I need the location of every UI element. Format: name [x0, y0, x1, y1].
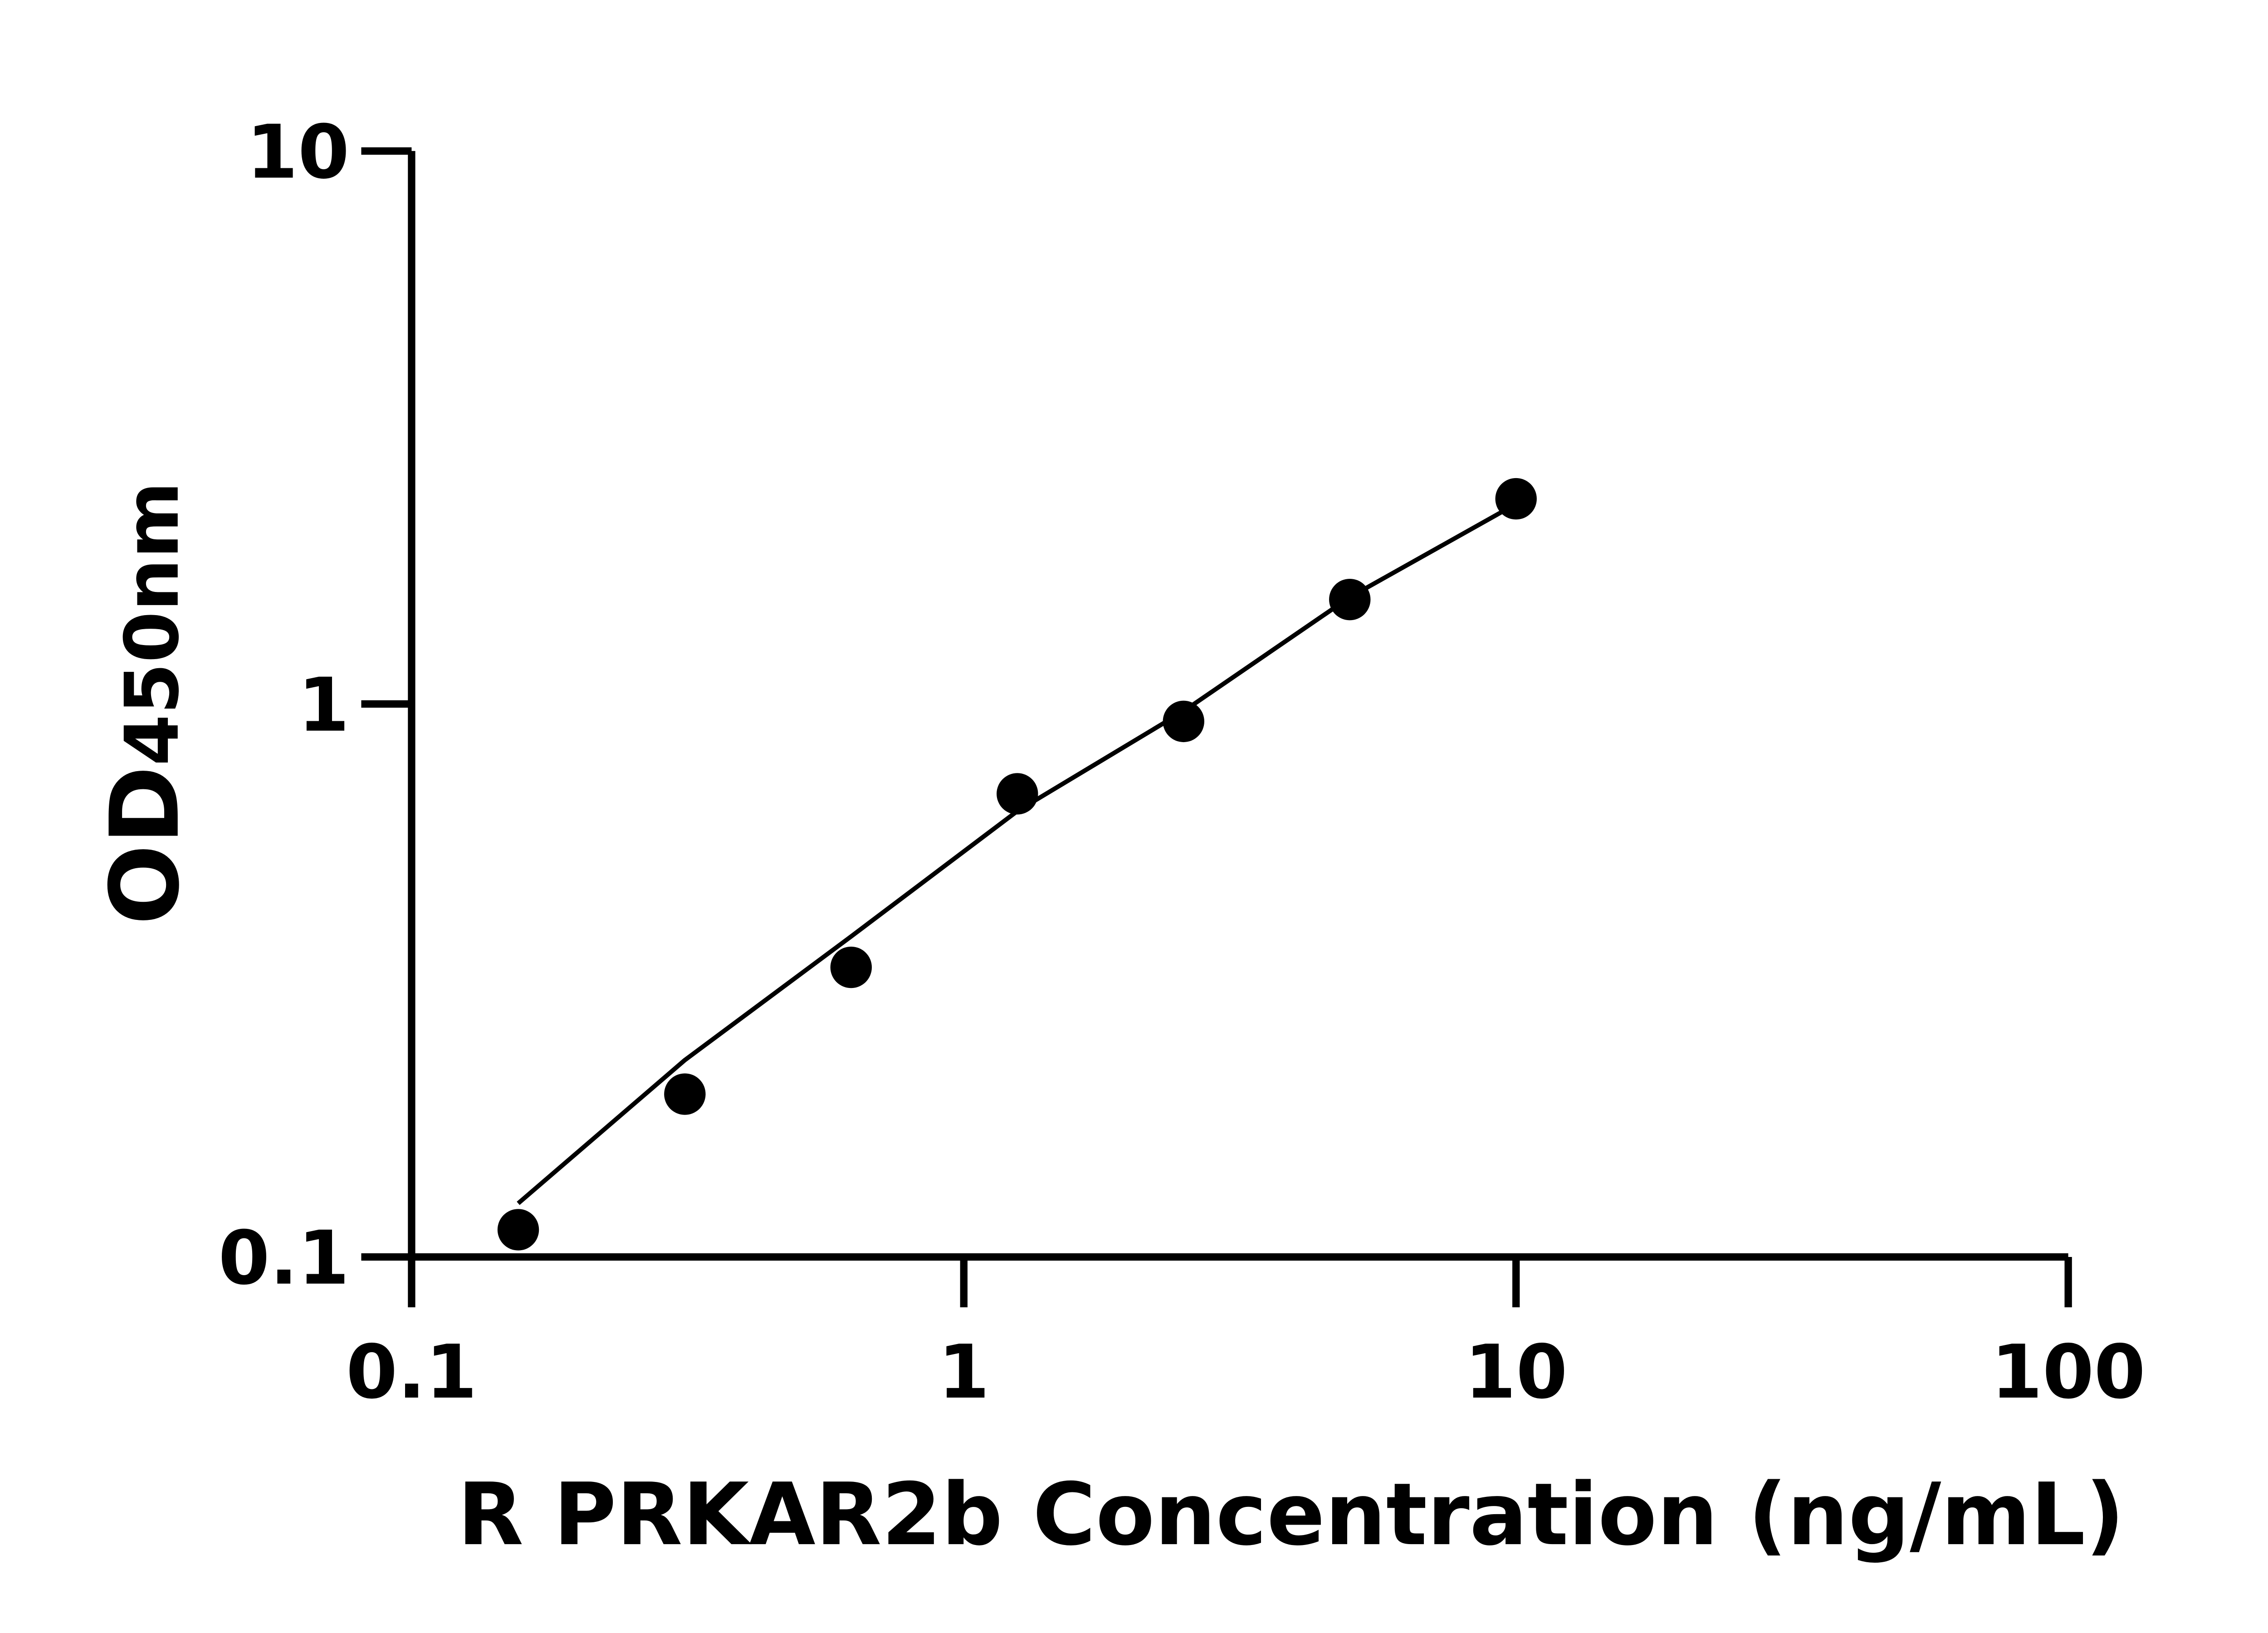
data-point [1495, 478, 1537, 520]
y-axis-label-main: OD [90, 766, 200, 925]
data-points [497, 478, 1537, 1251]
x-tick-label: 10 [1465, 1330, 1568, 1415]
data-point [830, 946, 872, 988]
data-point [997, 773, 1038, 815]
y-tick-label: 10 [246, 110, 349, 196]
y-axis-label: OD450nm [90, 481, 200, 925]
y-axis-label-sub: 450nm [110, 481, 196, 766]
data-point [1163, 700, 1204, 743]
x-tick-label: 0.1 [346, 1330, 477, 1415]
data-point [1329, 578, 1371, 621]
axes: 0.1 1 10 100 0.1 1 10 [218, 110, 2146, 1415]
y-tick-label: 1 [298, 663, 350, 748]
x-tick-label: 100 [1991, 1330, 2146, 1415]
x-tick-label: 1 [938, 1330, 990, 1415]
y-tick-label: 0.1 [218, 1216, 349, 1301]
data-point [497, 1209, 539, 1251]
data-point [664, 1073, 706, 1115]
x-axis-label: R PRKAR2b Concentration (ng/mL) [457, 1464, 2124, 1565]
